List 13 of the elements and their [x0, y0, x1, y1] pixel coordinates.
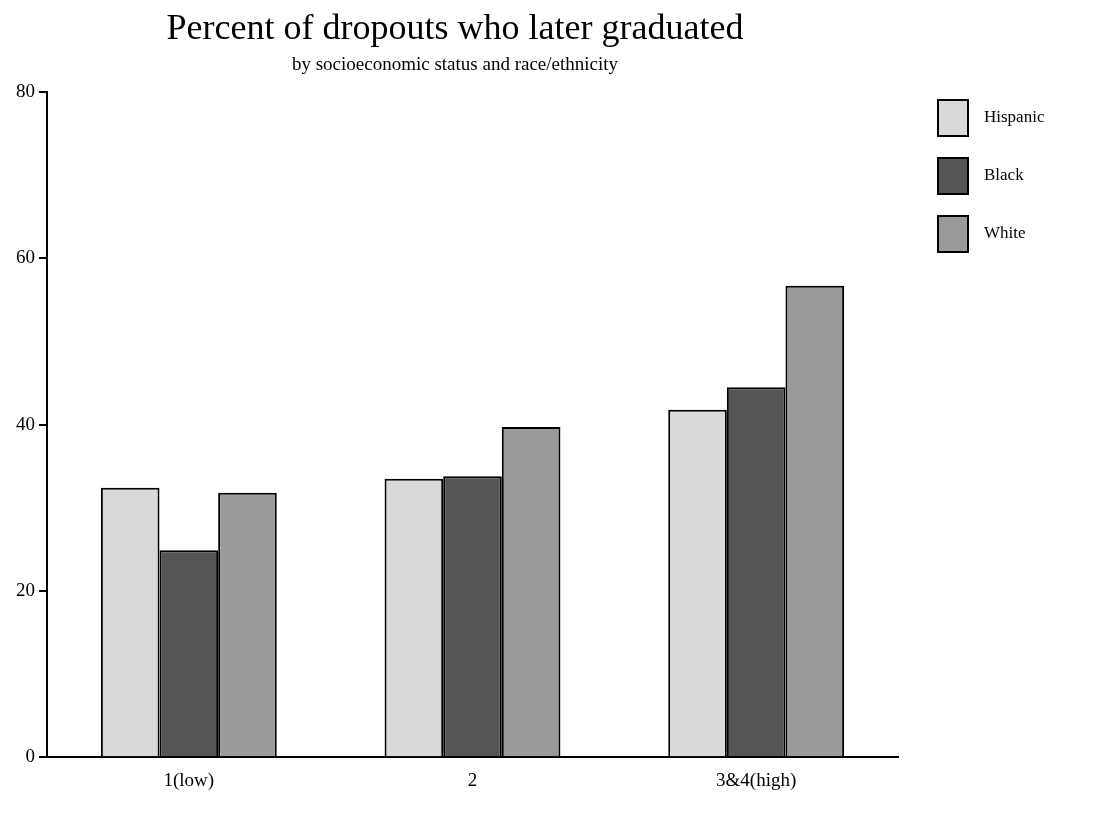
legend-label: Black [984, 165, 1025, 185]
x-tick-label: 3&4(high) [716, 768, 797, 791]
legend-label: White [984, 223, 1026, 243]
y-tick-label: 0 [25, 745, 35, 767]
legend-label: Hispanic [984, 107, 1045, 127]
y-tick-label: 60 [16, 246, 35, 268]
x-tick-label: 1(low) [163, 768, 215, 791]
y-tick-label: 40 [16, 412, 35, 434]
chart-subtitle: by socioeconomic status and race/ethnicity [291, 52, 619, 74]
chart-title: Percent of dropouts who later graduated [166, 7, 744, 48]
x-tick-label: 2 [467, 768, 478, 790]
y-tick-label: 20 [16, 578, 35, 600]
y-tick-label: 80 [16, 79, 35, 101]
